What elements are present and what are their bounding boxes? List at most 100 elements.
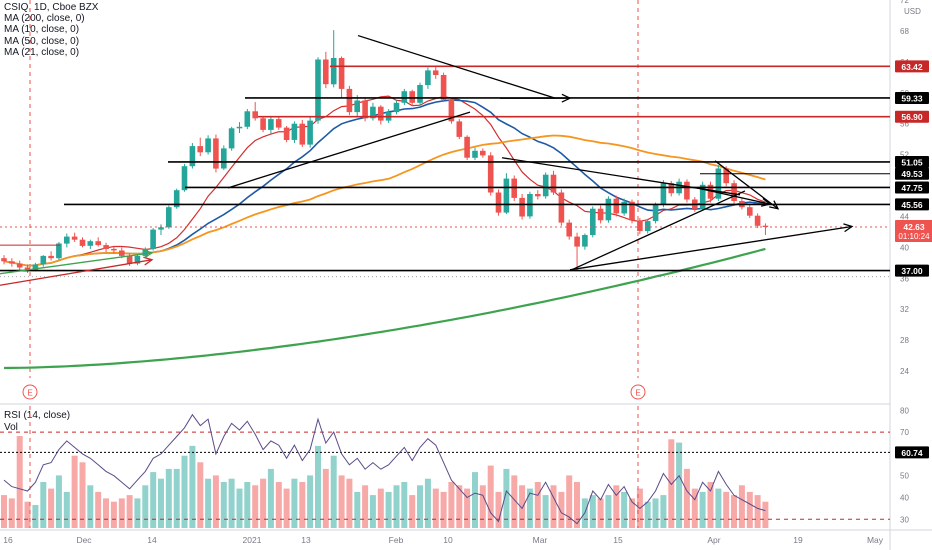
volume-bar [699,491,706,528]
candle-body [260,118,266,130]
volume-bar [487,465,494,528]
candle-body [731,183,737,201]
arrow-head [143,249,154,259]
volume-bar [472,472,478,528]
price-tick-label: 52 [900,151,909,160]
volume-bar [605,495,612,528]
volume-bar [542,495,549,528]
volume-bar [236,488,243,528]
volume-bar [354,491,361,528]
time-tick-label: May [867,535,884,545]
chart-legend: CSIQ, 1D, Cboe BZX MA (200, close, 0) MA… [4,2,98,58]
volume-bar [424,478,431,528]
volume-bar [338,475,345,528]
countdown-text: 01:10:24 [898,232,930,241]
volume-bar [103,498,109,528]
candle-body [236,126,243,129]
moving-average-layer [3,95,766,370]
volume-bar [24,501,31,528]
volume-bar [613,485,620,528]
last-price-badge [895,220,932,243]
price-label-text: 63.42 [901,62,923,72]
candle-body [550,174,557,193]
volume-bar [315,445,321,528]
volume-bar [55,475,62,528]
candle-body [56,243,62,259]
price-label-badge [895,60,929,73]
earnings-marker [22,384,38,400]
volume-bar [479,485,486,528]
price-label-badge [895,167,929,180]
volume-bar [691,488,698,528]
candle-body [330,58,337,85]
candle-body [283,127,290,140]
price-label-text: 49.53 [901,169,923,179]
candle-body [48,255,54,259]
vol-title: Vol [4,421,18,433]
candle-body [119,250,125,256]
volume-bar [307,475,314,528]
volume-bar [754,495,761,528]
volume-bar [762,501,769,528]
time-tick-label: Feb [389,535,404,545]
ma21-line [3,99,766,267]
volume-bar [409,495,416,528]
time-tick-label: 14 [147,535,157,545]
volume-bar [574,482,580,528]
volume-bar [252,485,259,528]
rsi-legend: RSI (14, close) Vol [4,410,70,433]
price-label-text: 47.75 [901,183,923,193]
candle-body [9,261,15,264]
time-tick-label: 16 [3,535,13,545]
rsi-layer: 30405060708060.74 [0,406,929,525]
volume-bar [495,491,502,528]
candle-body [244,111,251,127]
price-tick-label: 40 [900,243,909,252]
ma10-legend: MA (10, close, 0) [4,24,80,36]
volume-bar [63,491,70,528]
arrow-head [561,93,572,103]
candle-body [487,155,494,193]
volume-bar [275,482,282,528]
volume-bar [432,488,439,528]
arrow-head [143,256,154,266]
volume-layer [1,436,769,528]
candle-body [472,150,478,158]
candle-body [1,258,7,262]
candle-body [362,100,368,119]
rsi-value-text: 60.74 [901,448,923,458]
candle-body [221,148,227,169]
volume-bar [723,491,730,528]
volume-bar [181,455,188,528]
volume-bar [110,501,117,528]
price-tick-label: 44 [900,212,909,221]
volume-bar [731,495,737,528]
candle-body [762,225,769,227]
candle-body [378,106,384,121]
candle-body [213,138,219,169]
volume-bar [369,495,376,528]
ma50-line [3,134,766,267]
price-tick-label: 72 [900,0,909,5]
candle-body [605,198,612,221]
rsi-value-badge [895,446,929,459]
arrow [0,252,153,275]
rsi-tick-label: 50 [900,472,909,481]
candle-body [111,248,117,251]
volume-bar [134,498,141,528]
volume-bar [346,478,353,528]
candle-body [315,59,321,121]
volume-bar [511,475,518,528]
candle-body [597,208,604,221]
volume-bar [660,495,667,528]
volume-bar [715,488,722,528]
earnings-label: E [635,389,640,398]
candle-body [723,168,729,184]
volume-bar [558,491,565,528]
candle-body [150,229,156,249]
volume-bar [456,485,463,528]
price-label-badge [895,198,929,211]
candle-body [166,207,172,228]
candle-body [173,190,180,208]
